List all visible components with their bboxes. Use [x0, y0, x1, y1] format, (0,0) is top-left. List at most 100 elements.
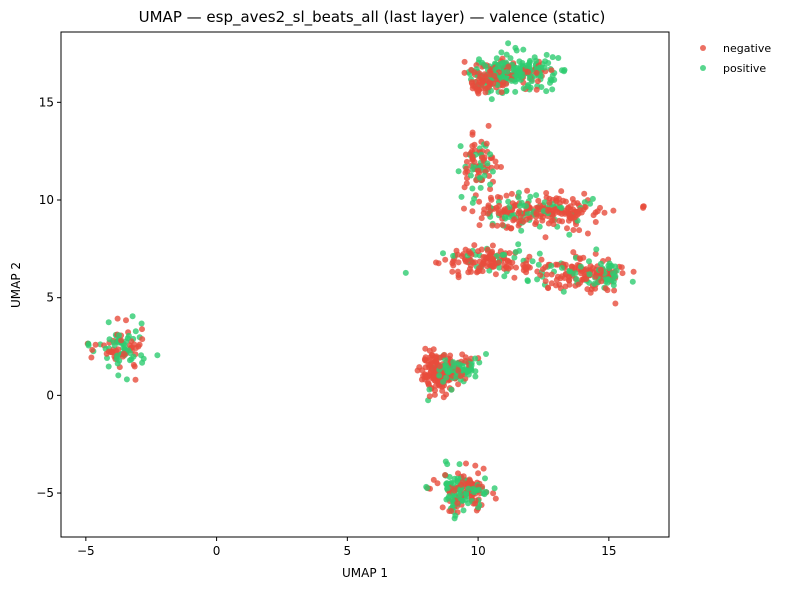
positive-point — [536, 223, 543, 230]
positive-point — [496, 264, 503, 271]
positive-point — [566, 268, 573, 275]
y-axis-label: UMAP 2 — [9, 262, 23, 308]
negative-point — [424, 374, 431, 380]
positive-point — [440, 378, 447, 385]
negative-point — [548, 67, 555, 74]
positive-point — [535, 261, 542, 268]
negative-point — [478, 246, 485, 253]
negative-point — [425, 380, 432, 387]
negative-point — [467, 262, 474, 269]
positive-point — [465, 371, 472, 378]
negative-point — [475, 167, 482, 174]
negative-point — [467, 250, 474, 257]
positive-point — [129, 313, 136, 320]
positive-point — [533, 192, 540, 199]
negative-point — [576, 227, 583, 234]
y-tick-label: 15 — [39, 95, 54, 109]
negative-point — [484, 210, 491, 217]
positive-point — [581, 199, 588, 206]
positive-point — [476, 174, 483, 181]
positive-point — [612, 263, 619, 270]
positive-point — [499, 59, 506, 66]
positive-point — [114, 352, 121, 359]
positive-point — [593, 246, 600, 253]
negative-point — [455, 272, 462, 278]
positive-point — [450, 252, 457, 259]
negative-point — [498, 89, 505, 96]
positive-point — [543, 51, 550, 58]
negative-point — [453, 247, 460, 254]
positive-point — [597, 260, 604, 267]
negative-point — [504, 258, 511, 265]
negative-point — [491, 72, 498, 79]
positive-point — [587, 200, 594, 207]
positive-point — [504, 68, 511, 75]
negative-point — [486, 253, 493, 259]
positive-point — [475, 486, 482, 493]
negative-point — [524, 187, 531, 194]
x-axis-label: UMAP 1 — [342, 566, 388, 580]
positive-point — [505, 40, 512, 47]
negative-point — [562, 209, 569, 216]
negative-point — [449, 268, 456, 275]
negative-point — [500, 79, 507, 86]
positive-point — [520, 46, 527, 53]
negative-point — [612, 300, 619, 307]
positive-point — [536, 64, 543, 71]
positive-point — [501, 273, 508, 280]
negative-point — [474, 268, 481, 275]
negative-point — [587, 263, 594, 269]
negative-point — [545, 207, 552, 214]
negative-point — [499, 55, 506, 62]
plot-points — [84, 40, 647, 522]
positive-point — [440, 250, 446, 257]
positive-point — [589, 195, 596, 202]
negative-point — [476, 222, 483, 229]
negative-point — [610, 207, 617, 214]
negative-point — [630, 268, 637, 275]
positive-point — [524, 277, 531, 284]
negative-point — [466, 476, 473, 483]
positive-point — [536, 250, 543, 257]
negative-point — [553, 198, 560, 205]
positive-point — [469, 185, 476, 192]
negative-point — [468, 79, 475, 85]
positive-point — [450, 359, 457, 366]
positive-point — [549, 54, 556, 61]
negative-point — [462, 169, 469, 176]
negative-point — [422, 345, 429, 352]
negative-point — [546, 199, 553, 206]
positive-point — [591, 280, 598, 287]
negative-point — [539, 214, 546, 221]
negative-point — [103, 350, 110, 357]
negative-point — [132, 376, 139, 383]
positive-point — [484, 160, 491, 167]
negative-point — [459, 478, 466, 485]
positive-point — [505, 198, 512, 205]
negative-point — [554, 261, 561, 268]
positive-point — [456, 461, 463, 468]
positive-point — [476, 56, 482, 63]
negative-point — [485, 122, 492, 129]
y-tick-label: 10 — [39, 193, 54, 207]
positive-point — [104, 355, 110, 361]
negative-point — [89, 346, 96, 353]
negative-point — [469, 208, 476, 215]
positive-point — [605, 276, 612, 283]
negative-point — [478, 215, 485, 222]
positive-point — [487, 151, 494, 158]
x-tick-label: 15 — [601, 544, 616, 558]
positive-point — [523, 203, 529, 210]
negative-point — [508, 225, 515, 232]
positive-point — [548, 262, 555, 269]
positive-point — [515, 241, 522, 248]
negative-point — [489, 242, 496, 249]
negative-point — [461, 58, 468, 65]
y-tick-label: 5 — [46, 291, 54, 305]
negative-point — [534, 78, 541, 85]
negative-point — [542, 278, 549, 285]
positive-point — [586, 271, 593, 278]
positive-point — [491, 485, 498, 492]
positive-point — [529, 258, 536, 265]
positive-point — [460, 507, 467, 514]
